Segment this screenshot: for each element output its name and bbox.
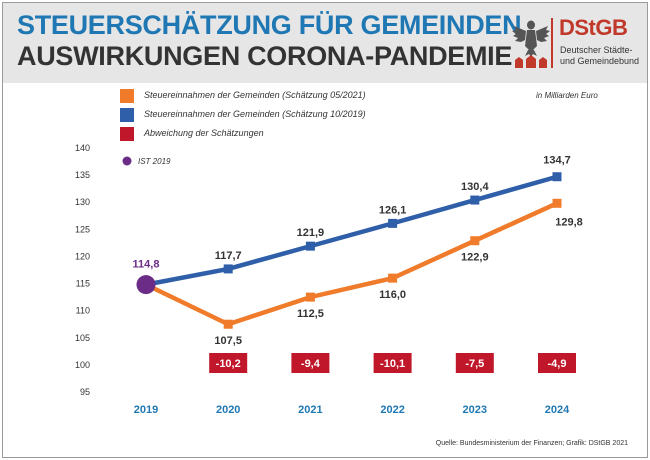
y-tick-label: 125: [75, 224, 90, 234]
series-line-blue: [145, 174, 558, 287]
logo-separator: [551, 18, 553, 68]
unit-note: in Milliarden Euro: [536, 91, 598, 100]
orange-point: [388, 273, 398, 283]
y-tick-label: 110: [76, 306, 90, 316]
y-tick-label: 130: [75, 197, 90, 207]
x-tick-label: 2022: [380, 404, 404, 416]
orange-data-label: 107,5: [214, 335, 242, 347]
deviation-box: [455, 353, 494, 373]
deviation-label: -10,1: [380, 358, 405, 370]
y-tick-label: 135: [75, 170, 90, 180]
legend-swatch-orange: [120, 89, 134, 103]
deviation-box: [209, 353, 248, 373]
y-tick-label: 120: [75, 251, 90, 261]
x-tick-label: 2023: [463, 404, 487, 416]
blue-point: [552, 172, 562, 182]
legend-label-red: Abweichung der Schätzungen: [144, 128, 264, 138]
legend-swatch-blue: [120, 108, 134, 122]
logo-subtitle-2: und Gemeindebund: [560, 56, 640, 66]
series-line-orange: [145, 201, 558, 327]
title-line-1: STEUERSCHÄTZUNG FÜR GEMEINDEN: [17, 10, 522, 40]
y-tick-label: 100: [75, 360, 90, 370]
blue-point: [305, 241, 315, 251]
title-line-2: AUSWIRKUNGEN CORONA-PANDEMIE: [17, 41, 513, 71]
orange-data-label: 112,5: [297, 308, 324, 320]
deviation-box: [373, 353, 412, 373]
deviation-label: -9,4: [301, 358, 321, 370]
ist-point: [136, 275, 156, 295]
y-tick-label: 115: [76, 279, 90, 289]
deviation-box: [538, 353, 576, 373]
deviation-label: -4,9: [548, 358, 567, 370]
orange-point: [305, 292, 315, 302]
blue-point: [388, 218, 398, 228]
ist-legend-marker: [122, 156, 132, 166]
logo-title: DStGB: [559, 15, 628, 40]
blue-data-label: 134,7: [543, 155, 571, 167]
blue-data-label: 126,1: [379, 204, 407, 216]
deviation-label: -7,5: [465, 358, 484, 370]
y-tick-label: 95: [80, 387, 90, 397]
deviation-box: [291, 353, 330, 373]
legend-label-blue: Steuereinnahmen der Gemeinden (Schätzung…: [144, 109, 366, 119]
blue-data-label: 117,7: [215, 250, 242, 262]
x-tick-label: 2019: [134, 404, 158, 416]
x-tick-label: 2024: [545, 404, 570, 416]
y-tick-label: 140: [75, 143, 90, 153]
orange-point: [552, 198, 562, 208]
logo-subtitle-1: Deutscher Städte-: [560, 45, 633, 55]
blue-point: [470, 195, 480, 205]
header-bar: [3, 3, 647, 83]
orange-data-label: 116,0: [379, 289, 406, 301]
source-note: Quelle: Bundesministerium der Finanzen; …: [435, 440, 628, 447]
y-tick-label: 105: [75, 333, 90, 343]
legend-swatch-red: [120, 127, 134, 141]
ist-data-label: 114,8: [133, 259, 160, 271]
orange-point: [470, 236, 480, 246]
eagle-logo-icon: [512, 20, 550, 68]
orange-data-label: 122,9: [461, 252, 489, 264]
blue-data-label: 130,4: [461, 181, 489, 193]
deviation-label: -10,2: [216, 358, 241, 370]
orange-data-label: 129,8: [555, 216, 583, 228]
orange-point: [223, 319, 233, 329]
legend-label-orange: Steuereinnahmen der Gemeinden (Schätzung…: [144, 90, 366, 100]
x-tick-label: 2020: [216, 404, 240, 416]
ist-legend-label: IST 2019: [138, 157, 171, 166]
blue-point: [223, 264, 233, 274]
x-tick-label: 2021: [298, 404, 322, 416]
blue-data-label: 121,9: [297, 227, 325, 239]
